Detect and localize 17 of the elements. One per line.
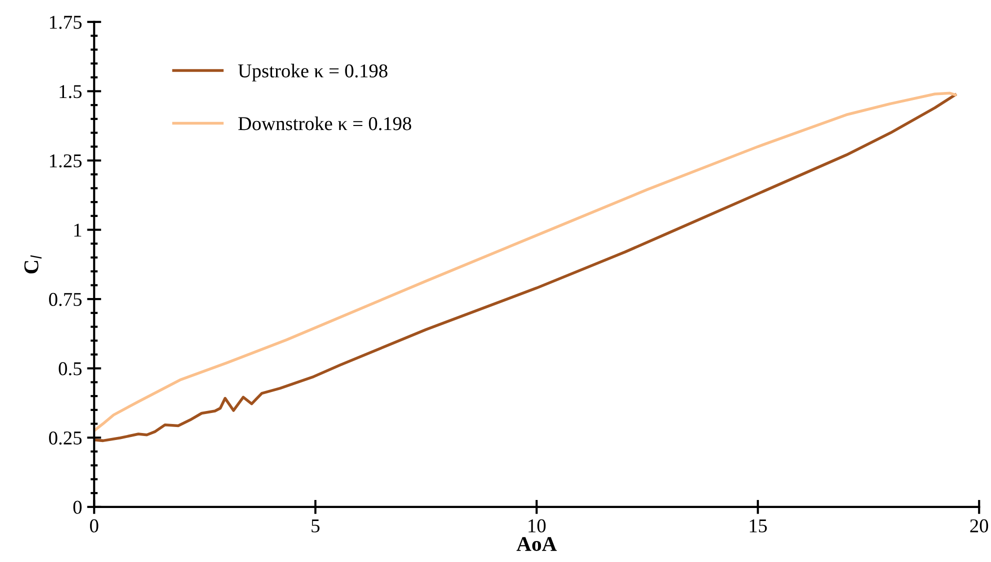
- y-tick-label: 0.5: [58, 362, 82, 376]
- x-axis-title: AoA: [516, 537, 557, 552]
- x-tick-label: 20: [970, 519, 988, 532]
- y-tick-label: 1: [74, 224, 82, 237]
- y-tick-label: 1.75: [50, 16, 82, 29]
- x-tick-label: 0: [90, 519, 98, 532]
- y-tick-label: 0: [73, 500, 82, 514]
- y-tick-label: 0.75: [49, 292, 82, 306]
- legend-label: Upstroke κ = 0.198: [238, 64, 388, 82]
- y-axis-title: C$_{l}$: [24, 255, 42, 274]
- y-tick-label: 0.25: [49, 431, 82, 445]
- y-tick-label: 1.5: [60, 85, 82, 98]
- x-tick-label: 15: [750, 519, 767, 532]
- y-tick-label: 1.25: [50, 154, 82, 168]
- legend-label: Downstroke κ = 0.198: [238, 116, 412, 130]
- x-tick-label: 10: [528, 519, 546, 532]
- x-tick-label: 5: [312, 519, 320, 532]
